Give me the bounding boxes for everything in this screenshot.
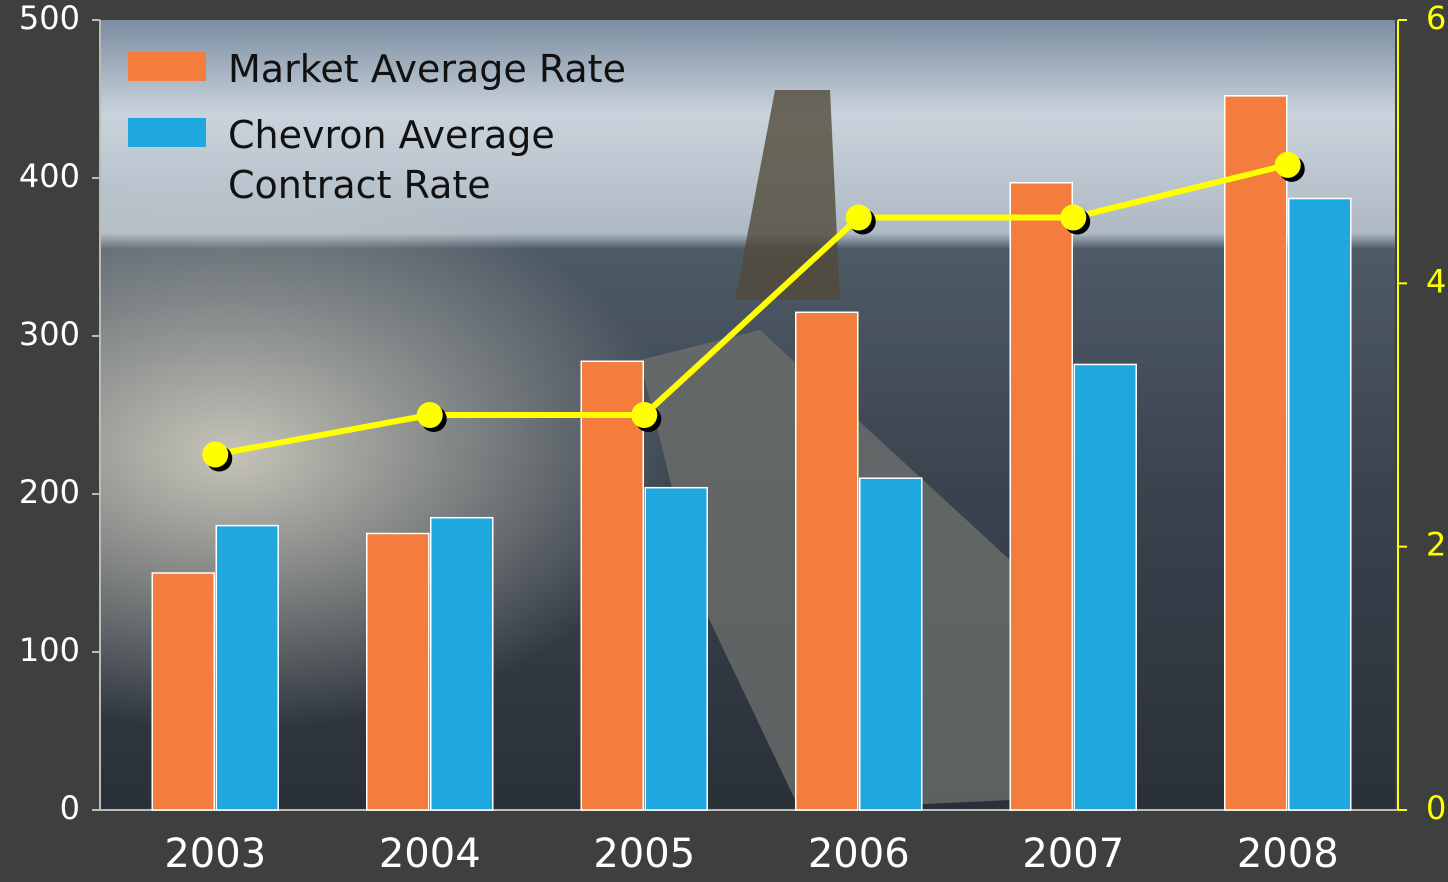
- marker: [1274, 151, 1301, 178]
- x-tick-label: 2006: [808, 831, 910, 877]
- legend-label: Chevron Average Contract Rate: [228, 113, 555, 207]
- bar: [1009, 181, 1073, 811]
- marker: [631, 402, 658, 428]
- bar: [580, 360, 644, 811]
- legend-label: Market Average Rate: [228, 47, 626, 91]
- marker: [202, 441, 229, 468]
- bar: [1224, 95, 1288, 811]
- y2-tick-label: 0: [1426, 789, 1446, 827]
- bar: [1073, 363, 1137, 811]
- legend-swatch: [128, 52, 206, 81]
- bar: [151, 572, 215, 811]
- legend-item: Chevron Average Contract Rate: [128, 110, 628, 210]
- background-derrick: [735, 90, 840, 300]
- marker: [1060, 204, 1087, 231]
- y2-tick-label: 4: [1426, 262, 1446, 300]
- legend-item: Market Average Rate: [128, 44, 628, 94]
- y-tick-label: 400: [19, 157, 80, 195]
- y2-tick-label: 2: [1426, 526, 1446, 564]
- bar: [644, 486, 708, 811]
- marker: [845, 204, 872, 231]
- y-tick-label: 300: [19, 315, 80, 353]
- line: [214, 161, 1289, 458]
- legend: Market Average Rate Chevron Average Contr…: [128, 44, 628, 226]
- legend-swatch: [128, 118, 206, 147]
- y-tick-label: 500: [19, 0, 80, 37]
- bar: [795, 311, 859, 811]
- x-tick-label: 2008: [1237, 831, 1339, 877]
- y-tick-label: 100: [19, 631, 80, 669]
- marker: [416, 402, 443, 428]
- x-tick-label: 2003: [164, 831, 266, 877]
- x-tick-label: 2004: [379, 831, 481, 877]
- y-tick-label: 0: [60, 789, 80, 827]
- bar: [366, 532, 430, 811]
- y-tick-label: 200: [19, 473, 80, 511]
- x-tick-label: 2007: [1022, 831, 1124, 877]
- bar: [1288, 197, 1352, 811]
- y2-tick-label: 6: [1426, 0, 1446, 37]
- bar: [430, 516, 494, 811]
- bar: [859, 477, 923, 811]
- bar: [215, 524, 279, 811]
- x-tick-label: 2005: [593, 831, 695, 877]
